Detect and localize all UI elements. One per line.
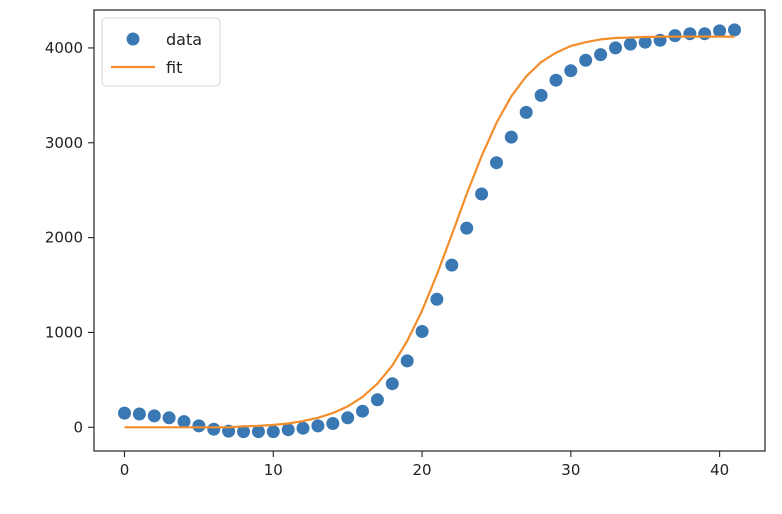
data-point [132,407,146,421]
x-axis: 0 10 20 30 40 [120,451,729,479]
y-tick-label: 2000 [45,229,83,247]
x-tick-label: 10 [264,461,283,479]
x-tick-label: 20 [413,461,432,479]
legend-box [101,17,221,87]
legend: data fit [101,17,221,87]
data-point [683,27,697,41]
data-point [326,417,340,430]
axes-frame [93,9,766,452]
data-point [490,156,503,170]
data-point [534,88,548,102]
legend-label-fit: fit [166,58,182,77]
x-tick-label: 40 [710,461,729,479]
data-point [311,419,325,433]
data-point [296,421,310,435]
data-point [177,415,191,429]
data-point [147,409,161,423]
y-tick-label: 0 [73,418,83,436]
x-tick-label: 30 [561,461,580,479]
data-point [192,419,206,433]
x-tick-label: 0 [120,461,130,479]
plot-area [118,23,741,439]
data-point [713,24,727,38]
data-point [728,23,741,37]
data-point [430,292,444,306]
data-point [460,221,474,235]
data-point [251,425,265,439]
data-point [594,48,608,62]
data-point [445,258,459,272]
fit-line [124,35,735,429]
data-point [281,423,295,437]
data-point [638,35,652,49]
data-point [579,53,593,67]
data-point [237,425,250,439]
y-axis: 0 1000 2000 3000 4000 [45,39,94,436]
data-point [549,73,563,87]
data-point [266,425,280,439]
data-point [415,325,429,338]
data-point [400,354,414,368]
data-point [341,411,355,425]
data-point [356,404,369,418]
data-point [207,422,221,436]
data-point [519,105,533,119]
data-point [623,37,637,51]
data-point [698,27,712,41]
y-tick-label: 4000 [45,39,83,57]
data-point [609,41,622,55]
data-point [370,393,384,407]
legend-marker-data [126,32,140,46]
y-tick-label: 1000 [45,323,83,341]
data-point [475,187,489,201]
legend-label-data: data [166,30,202,49]
data-point [162,411,176,425]
y-tick-label: 3000 [45,134,83,152]
data-point [118,406,131,420]
data-point [504,130,518,144]
data-point [385,377,399,391]
data-point [564,64,578,78]
